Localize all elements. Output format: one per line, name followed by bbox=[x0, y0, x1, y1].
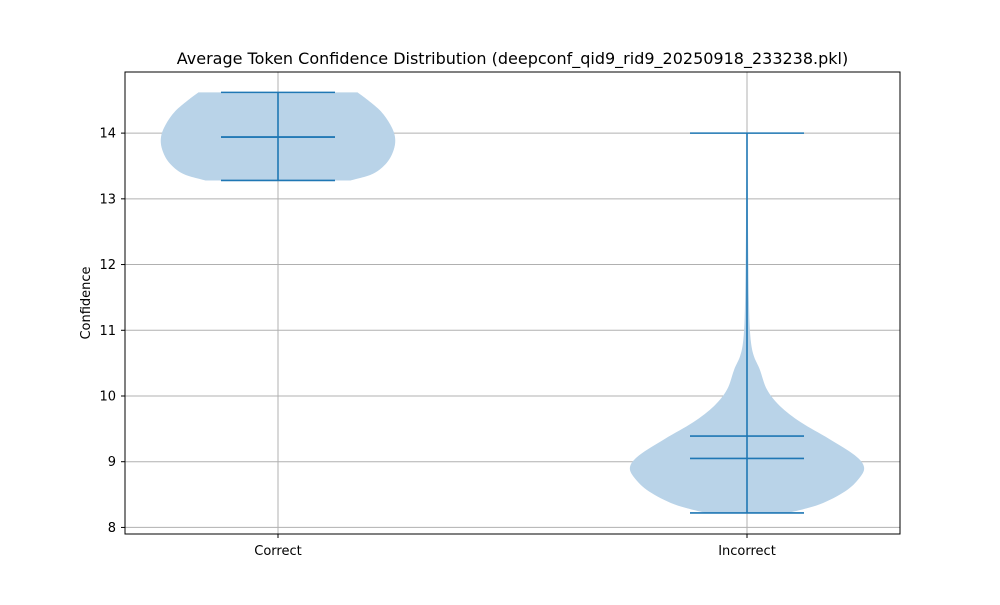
y-tick-label: 11 bbox=[99, 324, 116, 339]
y-tick-label: 12 bbox=[99, 258, 116, 273]
y-tick-label: 9 bbox=[108, 455, 116, 470]
chart-title: Average Token Confidence Distribution (d… bbox=[177, 49, 848, 69]
y-tick-label: 14 bbox=[99, 127, 116, 142]
plot-frame bbox=[124, 71, 901, 535]
y-tick-label: 8 bbox=[108, 521, 116, 536]
x-tick-label: Correct bbox=[254, 544, 301, 559]
y-tick-label: 13 bbox=[99, 192, 116, 207]
y-axis-label: Confidence bbox=[79, 266, 94, 339]
ticks: 8 9 10 11 12 13 14 Correct Incorrect bbox=[99, 127, 775, 559]
y-tick-label: 10 bbox=[99, 389, 116, 404]
stat-lines bbox=[221, 91, 804, 514]
x-tick-label: Incorrect bbox=[718, 544, 776, 559]
